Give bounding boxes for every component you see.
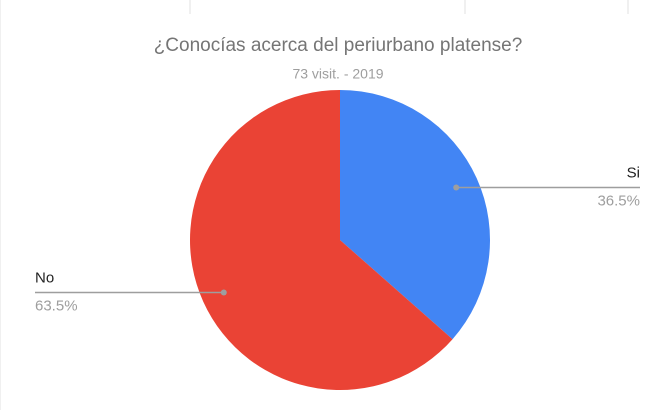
value-label: 36.5%: [597, 193, 640, 210]
pie-slice: [340, 90, 491, 340]
chart-subtitle: 73 visit. - 2019: [292, 66, 383, 82]
pie-slice: [190, 89, 453, 390]
leader-dot: [453, 184, 460, 191]
chart-title: ¿Conocías acerca del periurbano platense…: [154, 35, 523, 56]
value-label: 63.5%: [35, 297, 78, 314]
slice-label: No: [35, 269, 54, 286]
leader-dot: [220, 289, 227, 296]
slice-label: Si: [627, 165, 640, 182]
